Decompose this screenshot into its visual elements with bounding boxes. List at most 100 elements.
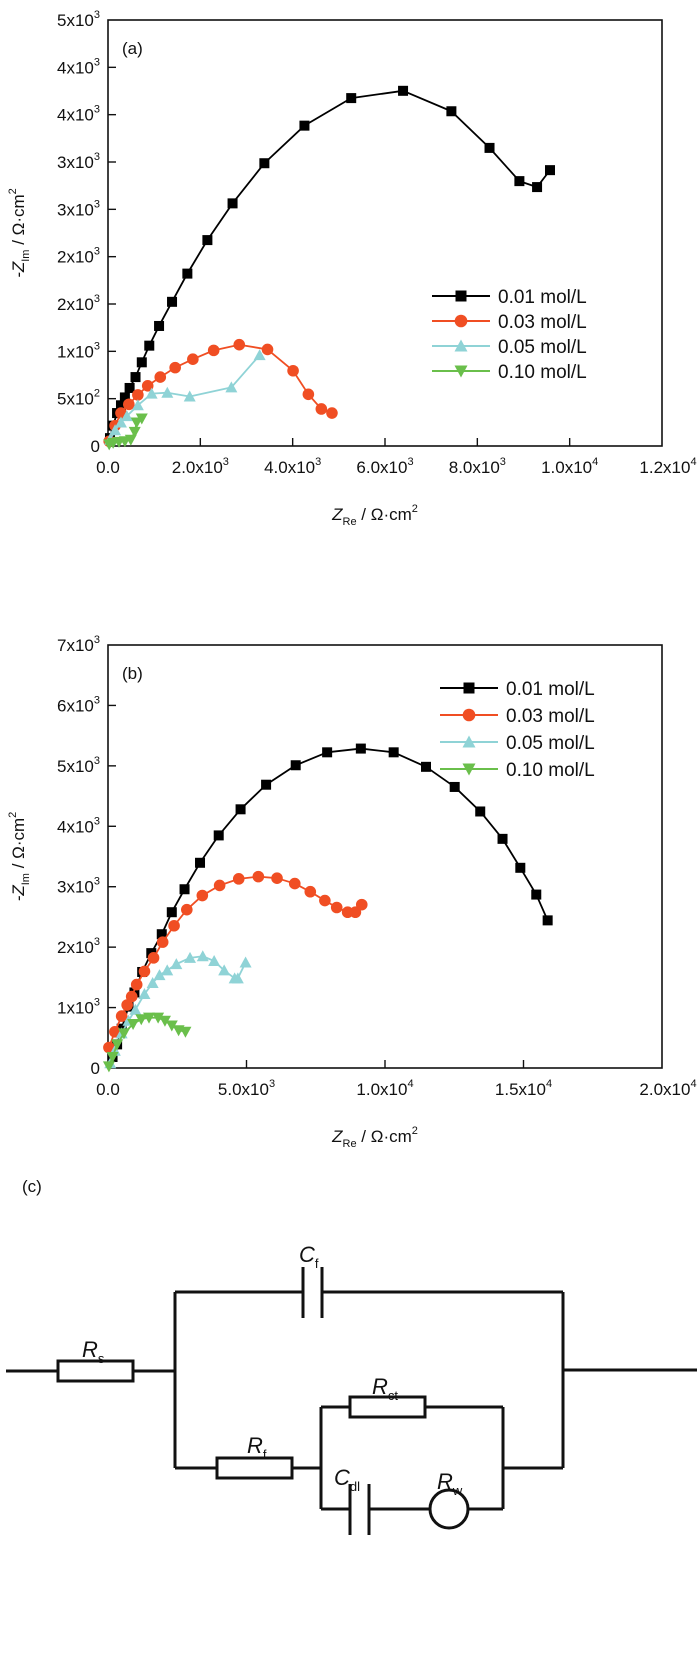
series-0-10-mol-L — [102, 1012, 192, 1073]
data-point — [166, 907, 177, 918]
data-point — [128, 426, 141, 438]
x-tick-label: 1.0x104 — [541, 456, 598, 477]
data-point — [532, 182, 543, 193]
data-point — [515, 862, 526, 873]
x-tick-label: 1.0x104 — [356, 1078, 413, 1099]
data-point — [147, 952, 160, 964]
y-tick-label: 5x103 — [57, 755, 100, 776]
y-tick-label: 5x103 — [57, 9, 100, 30]
y-tick-label: 2x103 — [57, 246, 100, 267]
y-tick-label: 1x103 — [57, 340, 100, 361]
data-point — [330, 901, 343, 914]
data-point — [138, 965, 151, 978]
y-tick-label: 4x103 — [57, 104, 100, 125]
y-tick-label: 5x102 — [57, 388, 100, 409]
legend-marker — [462, 763, 476, 776]
legend-marker — [454, 339, 468, 352]
data-point — [102, 1061, 115, 1073]
data-point — [161, 386, 174, 398]
data-point — [111, 1039, 124, 1051]
resistor-rct — [348, 1395, 427, 1419]
label-rs: Rs — [82, 1337, 105, 1366]
data-point — [169, 361, 181, 374]
legend-marker — [462, 708, 476, 722]
legend-entry: 0.03 mol/L — [432, 312, 587, 333]
data-point — [124, 382, 135, 393]
data-point — [326, 407, 338, 419]
x-tick-label: 2.0x104 — [639, 1078, 696, 1099]
legend-label: 0.01 mol/L — [498, 287, 587, 308]
data-point — [106, 1052, 119, 1064]
data-point — [124, 434, 137, 446]
data-point — [252, 870, 265, 883]
label-cf: Cf — [299, 1242, 319, 1271]
data-point — [165, 1020, 178, 1032]
data-point — [259, 158, 270, 169]
resistor-rs — [56, 1359, 135, 1383]
x-tick-label: 2.0x103 — [172, 456, 229, 477]
series-line — [108, 343, 333, 442]
legend-marker — [454, 365, 468, 378]
data-point — [497, 833, 508, 844]
legend-entry: 0.05 mol/L — [432, 337, 587, 358]
legend-marker — [462, 735, 476, 748]
data-point — [398, 85, 409, 96]
y-tick-label: 2x103 — [57, 293, 100, 314]
legend-label: 0.05 mol/L — [506, 733, 595, 754]
data-point — [135, 1014, 148, 1026]
x-tick-label: 0.0 — [96, 1080, 120, 1099]
x-axis-title: ZRe / Ω·cm2 — [331, 1125, 418, 1150]
legend-marker — [463, 682, 475, 694]
y-tick-label: 0 — [91, 1059, 100, 1078]
data-point — [420, 761, 431, 772]
data-point — [196, 950, 209, 962]
data-point — [179, 884, 190, 895]
data-point — [183, 390, 196, 402]
data-point — [544, 165, 555, 176]
y-tick-label: 6x103 — [57, 694, 100, 715]
data-point — [154, 320, 165, 331]
equivalent-circuit-diagram: (c) Cf Rs — [6, 1177, 697, 1535]
data-point — [170, 958, 183, 970]
data-point — [449, 781, 460, 792]
data-point — [115, 1010, 128, 1022]
data-point — [109, 424, 122, 436]
x-tick-label: 1.2x104 — [639, 456, 696, 477]
x-tick-label: 1.5x104 — [495, 1078, 552, 1099]
data-point — [141, 379, 154, 392]
data-point — [130, 978, 143, 991]
data-point — [117, 1028, 130, 1040]
data-point — [227, 198, 238, 209]
data-point — [184, 951, 197, 963]
data-point — [187, 353, 199, 365]
x-tick-label: 6.0x103 — [356, 456, 413, 477]
data-point — [235, 804, 246, 815]
series-line — [109, 89, 551, 439]
data-point — [213, 830, 224, 841]
data-point — [446, 106, 457, 117]
data-point — [114, 416, 127, 428]
data-point — [167, 296, 178, 307]
data-point — [138, 988, 151, 1000]
data-point — [388, 747, 399, 758]
data-point — [213, 879, 226, 892]
data-point — [196, 889, 209, 902]
data-point — [232, 873, 245, 885]
data-point — [132, 389, 144, 401]
capacitor-cf — [301, 1267, 324, 1318]
label-rf: Rf — [247, 1433, 267, 1462]
data-point — [271, 872, 283, 884]
data-point — [288, 877, 301, 890]
data-point — [136, 357, 147, 368]
data-point — [179, 1026, 192, 1038]
data-point — [158, 1015, 171, 1027]
y-tick-label: 1x103 — [57, 997, 100, 1018]
y-tick-label: 4x103 — [57, 815, 100, 836]
data-point — [253, 349, 266, 361]
nyquist-chart-a: 0.0 2.0x103 4.0x103 6.0x103 8.0x103 1.0x104 1.… — [7, 9, 697, 528]
data-point — [208, 954, 221, 966]
data-point — [346, 93, 357, 104]
x-tick-label: 5.0x103 — [218, 1078, 275, 1099]
series-0-10-mol-L — [103, 413, 148, 451]
data-point — [349, 906, 362, 919]
